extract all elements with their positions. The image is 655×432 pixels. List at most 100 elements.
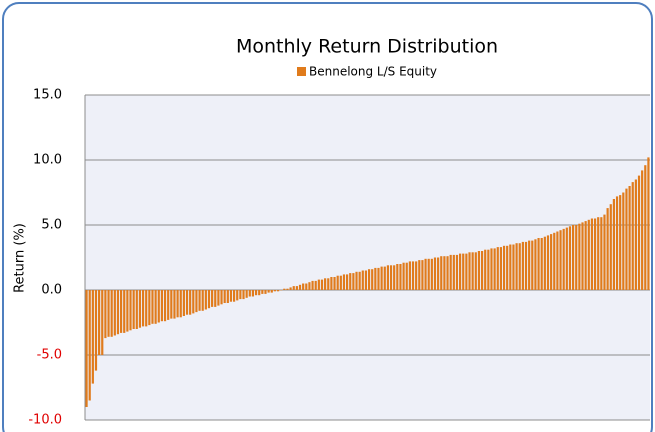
bar (393, 265, 396, 290)
bar (170, 290, 173, 319)
bar (330, 277, 333, 290)
bar (584, 221, 587, 290)
bar (405, 262, 408, 290)
bar (258, 290, 261, 296)
bar (518, 243, 521, 290)
bar (336, 275, 339, 290)
bar (110, 290, 113, 337)
bar (421, 260, 424, 290)
bar (402, 262, 405, 290)
bar (634, 179, 637, 290)
bar (499, 247, 503, 290)
bar (195, 290, 198, 313)
bar (531, 240, 534, 290)
bar (647, 157, 650, 290)
legend-swatch (297, 67, 306, 76)
bar (521, 241, 524, 290)
bar (474, 252, 477, 290)
bar (198, 290, 201, 311)
bar (571, 225, 575, 290)
bar (132, 290, 135, 329)
bar (581, 222, 584, 290)
bar (534, 239, 537, 290)
bar (283, 288, 286, 290)
bar (565, 227, 568, 290)
bar (123, 290, 126, 333)
bar (236, 290, 239, 301)
bar (452, 254, 455, 290)
y-tick-label: -10.0 (28, 413, 62, 428)
bar (509, 244, 512, 290)
bar (289, 287, 292, 290)
bar (126, 290, 129, 332)
bar (477, 251, 481, 290)
bar (286, 288, 289, 290)
bar (408, 261, 411, 290)
bar (641, 170, 644, 290)
bar (364, 270, 368, 290)
bar (550, 234, 553, 290)
bar (261, 290, 264, 294)
bar (167, 290, 170, 320)
bar (245, 290, 248, 298)
bar (94, 290, 98, 371)
bar (135, 290, 138, 329)
bar (644, 165, 647, 290)
bar (537, 238, 540, 290)
y-tick-label: 15.0 (33, 88, 62, 103)
bar (85, 290, 88, 407)
bar (270, 290, 273, 293)
bar (276, 290, 280, 292)
bar (361, 270, 364, 290)
bar (383, 266, 386, 290)
bar (151, 290, 154, 324)
bar (462, 253, 465, 290)
y-tick-label: 5.0 (41, 218, 62, 233)
bar (506, 245, 509, 290)
bar (104, 290, 107, 339)
bar (129, 290, 132, 331)
bar (440, 256, 443, 290)
bar (295, 286, 298, 290)
bar (179, 290, 182, 318)
bar (568, 226, 572, 290)
plot-area (85, 95, 650, 420)
bar (380, 266, 383, 290)
bar (116, 290, 120, 335)
bar (389, 265, 393, 290)
bar (176, 290, 179, 318)
bar (458, 253, 462, 290)
bar (239, 290, 242, 300)
bar (342, 274, 346, 290)
bar (211, 290, 214, 307)
y-tick-label: 0.0 (41, 283, 62, 298)
bar (88, 290, 91, 401)
bar (311, 280, 314, 290)
bar (320, 279, 324, 290)
bar (355, 271, 358, 290)
bar (204, 290, 207, 310)
bar (415, 261, 418, 290)
bar (443, 256, 446, 290)
bar (615, 196, 619, 290)
bar (352, 273, 355, 290)
bar (396, 264, 399, 290)
bar (528, 240, 531, 290)
bar (185, 290, 189, 315)
bar (471, 252, 474, 290)
bar (446, 256, 449, 290)
bar (267, 290, 270, 293)
bar (207, 290, 211, 309)
bar (254, 290, 258, 296)
bar (487, 249, 490, 290)
bar (157, 290, 160, 323)
bar (223, 290, 226, 303)
bar (578, 223, 581, 290)
bar (493, 248, 496, 290)
bar (101, 290, 104, 355)
bar (418, 260, 421, 290)
chart-title: Monthly Return Distribution (236, 36, 498, 58)
bar (107, 290, 110, 337)
bar (496, 247, 499, 290)
bar (324, 278, 327, 290)
